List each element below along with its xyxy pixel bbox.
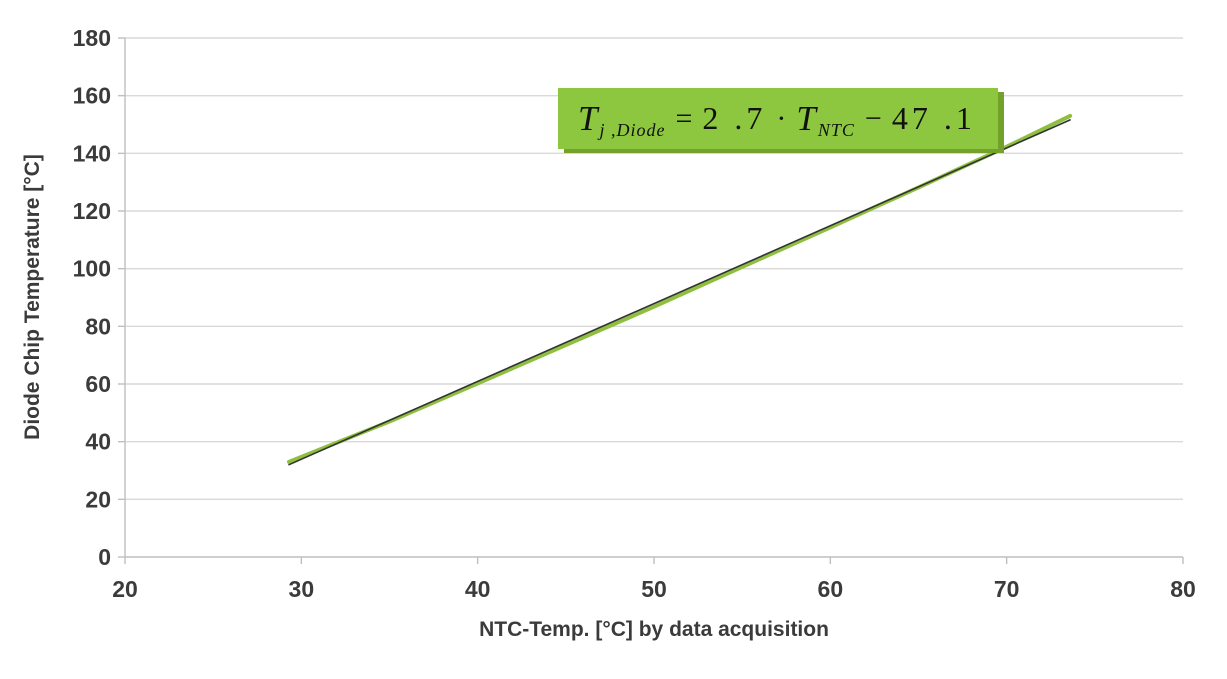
equation-lhs-variable: T [578, 99, 598, 138]
x-tick-label: 20 [112, 576, 138, 602]
equation-intercept-value: 47 .1 [891, 100, 976, 136]
equation-minus-sign: − [864, 101, 882, 135]
measured-diode-temperature-line [287, 113, 1073, 464]
equation-slope-value: 2 .7 [702, 100, 767, 136]
x-tick-label: 70 [994, 576, 1020, 602]
y-tick-label: 180 [73, 25, 111, 51]
x-tick-label: 80 [1170, 576, 1196, 602]
x-tick-label: 40 [465, 576, 491, 602]
x-axis-title: NTC-Temp. [°C] by data acquisition [479, 618, 829, 641]
equation-rhs-subscript: NTC [817, 120, 855, 140]
y-tick-label: 60 [85, 371, 111, 397]
y-tick-label: 40 [85, 429, 111, 455]
x-tick-label: 50 [641, 576, 667, 602]
y-tick-label: 0 [98, 544, 111, 570]
equation-equals-sign: = [675, 101, 693, 135]
y-tick-label: 80 [85, 313, 111, 339]
y-tick-label: 20 [85, 486, 111, 512]
equation-rhs-variable: T [796, 99, 816, 138]
y-axis-title: Diode Chip Temperature [°C] [21, 154, 44, 440]
equation-multiply-dot: · [776, 101, 787, 135]
y-tick-label: 120 [73, 198, 111, 224]
linear-fit-trendline-line [288, 119, 1071, 466]
x-tick-label: 30 [289, 576, 315, 602]
x-tick-label: 60 [818, 576, 844, 602]
y-tick-label: 140 [73, 140, 111, 166]
y-tick-label: 100 [73, 256, 111, 282]
y-tick-label: 160 [73, 83, 111, 109]
equation-lhs-subscript: j ,Diode [599, 120, 666, 140]
